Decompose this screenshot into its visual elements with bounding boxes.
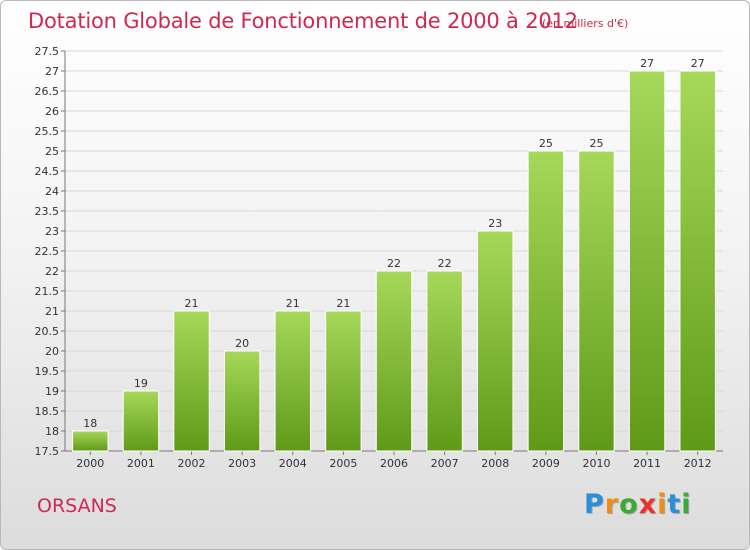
y-tick-label: 18 (45, 425, 59, 438)
y-tick-label: 21.5 (35, 285, 60, 298)
bar (173, 310, 210, 452)
y-tick-label: 25 (45, 145, 59, 158)
data-label: 22 (387, 257, 401, 270)
y-tick-label: 17.5 (35, 445, 60, 458)
logo-letter: t (667, 489, 682, 520)
y-tick-label: 20.5 (35, 325, 60, 338)
y-tick-label: 22.5 (35, 245, 60, 258)
bar (274, 310, 311, 452)
y-tick-label: 26 (45, 105, 59, 118)
commune-name: ORSANS (37, 495, 117, 517)
data-label: 25 (589, 137, 603, 150)
y-tick-label: 21 (45, 305, 59, 318)
logo-letter: x (638, 489, 658, 520)
chart-subtitle: (en milliers d'€) (542, 17, 629, 30)
y-tick-label: 23.5 (35, 205, 60, 218)
value-labels: 18 19 21 20 21 21 22 22 23 25 25 27 27 (83, 57, 704, 430)
x-tick-label: 2001 (127, 457, 155, 470)
data-label: 23 (488, 217, 502, 230)
y-tick-label: 24.5 (35, 165, 60, 178)
proxiti-logo: Proxiti (584, 489, 692, 520)
logo-letter: r (604, 489, 620, 520)
x-tick-label: 2003 (228, 457, 256, 470)
y-tick-label: 18.5 (35, 405, 60, 418)
bar (527, 150, 565, 452)
x-tick-label: 2006 (380, 457, 408, 470)
bar (223, 350, 261, 452)
y-tick-label: 19.5 (35, 365, 60, 378)
bar (477, 230, 514, 452)
x-tick-label: 2000 (76, 457, 104, 470)
x-tick-label: 2010 (582, 457, 610, 470)
data-label: 22 (438, 257, 452, 270)
x-tick-labels: 2000 2001 2002 2003 2004 2005 2006 2007 2008 2009… (76, 457, 711, 470)
y-tick-label: 26.5 (35, 85, 60, 98)
logo-letter: i (657, 489, 668, 520)
data-label: 19 (134, 377, 148, 390)
y-tick-label: 27 (45, 65, 59, 78)
bar (72, 430, 109, 452)
y-tick-label: 20 (45, 345, 59, 358)
x-tick-label: 2011 (633, 457, 661, 470)
bar (375, 270, 413, 452)
logo-letter: i (681, 489, 692, 520)
y-tick-label: 23 (45, 225, 59, 238)
y-tick-label: 19 (45, 385, 59, 398)
y-tick-label: 27.5 (35, 45, 60, 58)
bar (426, 270, 463, 452)
data-label: 25 (539, 137, 553, 150)
bar (578, 150, 615, 452)
y-tick-labels: 17.5 18 18.5 19 19.5 20 20.5 21 21.5 22 22.5 23 23.5… (35, 45, 60, 458)
bars (72, 70, 716, 452)
bar (122, 390, 160, 452)
y-tick-label: 25.5 (35, 125, 60, 138)
data-label: 21 (286, 297, 300, 310)
logo-letter: o (619, 489, 639, 520)
data-label: 27 (691, 57, 705, 70)
y-tick-label: 22 (45, 265, 59, 278)
x-tick-label: 2008 (481, 457, 509, 470)
bar (628, 70, 666, 452)
logo-letter: P (584, 489, 605, 520)
bar (325, 310, 362, 452)
data-label: 20 (235, 337, 249, 350)
data-label: 21 (185, 297, 199, 310)
y-tick-label: 24 (45, 185, 59, 198)
x-tick-label: 2007 (431, 457, 459, 470)
data-label: 27 (640, 57, 654, 70)
chart-title: Dotation Globale de Fonctionnement de 20… (28, 9, 578, 33)
x-tick-label: 2004 (279, 457, 307, 470)
x-tick-label: 2012 (684, 457, 712, 470)
data-label: 18 (83, 417, 97, 430)
x-tick-label: 2005 (329, 457, 357, 470)
x-tick-label: 2002 (178, 457, 206, 470)
data-label: 21 (336, 297, 350, 310)
x-tick-label: 2009 (532, 457, 560, 470)
bar (679, 70, 716, 452)
